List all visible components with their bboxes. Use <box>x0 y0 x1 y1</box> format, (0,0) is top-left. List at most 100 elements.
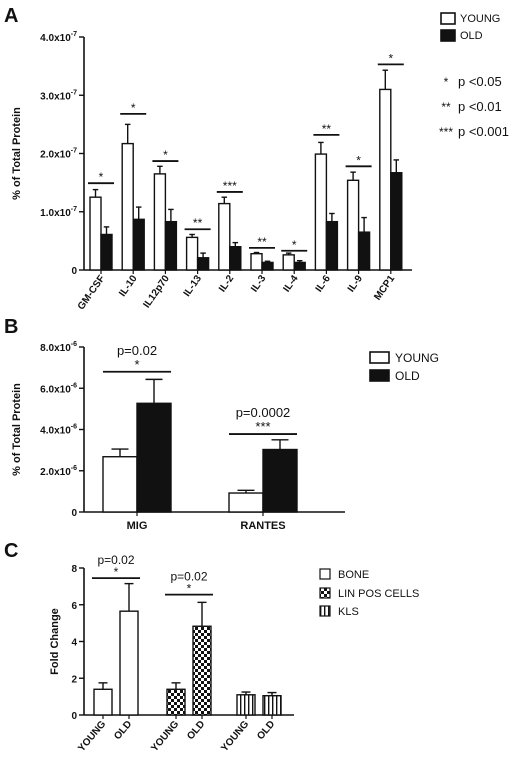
legend-swatch-old <box>369 369 390 382</box>
legend-label-checker: LIN POS CELLS <box>338 588 419 600</box>
y-axis-label: % of Total Protein <box>11 107 23 200</box>
y-tick-label: 4.0x10-7 <box>40 31 77 44</box>
y-tick-label: 2.0x10-7 <box>40 148 77 161</box>
panel-letter-c: C <box>4 540 18 562</box>
x-tick-label: IL-2 <box>217 273 236 294</box>
significance-stars: * <box>388 51 393 65</box>
significance-stars: * <box>163 148 168 162</box>
legend-label-young: YOUNG <box>395 351 439 365</box>
pvalue-key-stars: *** <box>439 125 453 139</box>
bar-checker <box>192 625 212 716</box>
y-tick-label: 8.0x10-6 <box>40 341 77 354</box>
x-tick-label: RANTES <box>240 520 285 532</box>
legend-swatch-checker <box>319 587 331 599</box>
x-tick-label: YOUNG <box>149 719 181 754</box>
significance-pvalue: p=0.02 <box>170 570 207 584</box>
significance-stars: * <box>292 238 297 252</box>
y-tick-label: 3.0x10-7 <box>40 89 77 102</box>
y-axis-label: % of Total Protein <box>11 383 23 476</box>
significance-stars: ** <box>193 216 203 230</box>
bar-old <box>196 257 210 271</box>
significance-stars: *** <box>255 419 270 434</box>
bar-old <box>262 448 298 513</box>
panel-letter-a: A <box>4 5 18 27</box>
legend-swatch-young <box>369 351 390 364</box>
x-tick-label: OLD <box>185 719 207 742</box>
legend-label-young: YOUNG <box>460 13 500 25</box>
legend-swatch-vlines <box>319 605 331 617</box>
significance-stars: * <box>114 565 119 579</box>
legend-swatch-plain <box>319 568 331 580</box>
significance-stars: ** <box>257 235 267 249</box>
y-tick-label: 2 <box>71 674 77 685</box>
y-tick-label: 0 <box>71 711 77 722</box>
significance-pvalue: p=0.02 <box>117 343 157 358</box>
bar-young <box>218 202 231 271</box>
y-tick-label: 0 <box>71 508 77 519</box>
bar-old <box>390 172 403 271</box>
bar-old <box>132 218 145 271</box>
bar-old <box>357 231 371 271</box>
x-tick-label: IL12p70 <box>141 273 172 310</box>
x-tick-label: IL-4 <box>281 273 300 294</box>
panel-b-chart: 0 2.0x10-6 4.0x10-6 6.0x10-6 8.0x10-6 % of To… <box>11 341 439 532</box>
bar-young <box>102 456 138 513</box>
significance-stars: * <box>187 582 192 596</box>
bar-young <box>121 142 134 271</box>
pvalue-key-stars: ** <box>441 100 451 114</box>
bar-old <box>261 261 274 271</box>
bar-vlines <box>262 695 282 716</box>
significance-stars: * <box>99 170 104 184</box>
bar-old <box>293 261 306 271</box>
panel-a-chart: 0 1.0x10-7 2.0x10-7 3.0x10-7 4.0x10-7 % of To… <box>11 12 509 312</box>
x-tick-label: MIG <box>127 520 148 532</box>
legend-label-old: OLD <box>460 30 483 42</box>
significance-stars: * <box>356 153 361 167</box>
y-tick-label: 0 <box>71 266 77 277</box>
bar-plain <box>93 688 113 716</box>
significance-stars: * <box>134 357 139 372</box>
significance-pvalue: p=0.02 <box>97 553 134 567</box>
x-tick-label: IL-3 <box>249 273 268 294</box>
legend-swatch-young <box>440 12 456 25</box>
x-tick-label: YOUNG <box>219 719 251 754</box>
bar-young <box>314 153 328 271</box>
y-tick-label: 2.0x10-6 <box>40 465 77 478</box>
x-tick-label: YOUNG <box>76 719 108 754</box>
x-tick-label: IL-9 <box>346 273 365 294</box>
x-tick-label: IL-10 <box>117 273 140 299</box>
legend-swatch-old <box>440 29 456 42</box>
significance-stars: ** <box>322 122 332 136</box>
significance-stars: * <box>131 101 136 115</box>
legend-label-vlines: KLS <box>338 606 359 618</box>
pvalue-key-stars: * <box>444 75 449 89</box>
y-tick-label: 1.0x10-7 <box>40 206 77 219</box>
bar-young <box>89 196 102 271</box>
bar-young <box>282 254 295 271</box>
y-tick-label: 4.0x10-6 <box>40 424 77 437</box>
x-tick-label: OLD <box>112 719 134 742</box>
bar-young <box>153 173 167 271</box>
y-tick-label: 6 <box>71 601 77 612</box>
bar-old <box>325 220 339 271</box>
bar-young <box>250 252 263 271</box>
pvalue-key-text: p <0.001 <box>458 124 509 139</box>
panel-letter-b: B <box>4 316 18 338</box>
bar-young <box>346 179 360 271</box>
y-tick-label: 4 <box>71 638 77 649</box>
x-tick-label: GM-CSF <box>76 273 108 312</box>
pvalue-key-text: p <0.05 <box>458 74 502 89</box>
legend-label-plain: BONE <box>338 569 369 581</box>
bar-young <box>379 88 392 271</box>
pvalue-key-text: p <0.01 <box>458 99 502 114</box>
significance-stars: *** <box>223 179 237 193</box>
bar-old <box>100 233 113 271</box>
bar-plain <box>119 610 139 716</box>
y-tick-label: 8 <box>71 564 77 575</box>
x-tick-label: IL-13 <box>182 273 205 299</box>
bar-old <box>229 245 242 271</box>
x-tick-label: IL-6 <box>314 273 333 294</box>
x-tick-label: MCP1 <box>372 273 397 302</box>
bar-vlines <box>236 694 256 716</box>
